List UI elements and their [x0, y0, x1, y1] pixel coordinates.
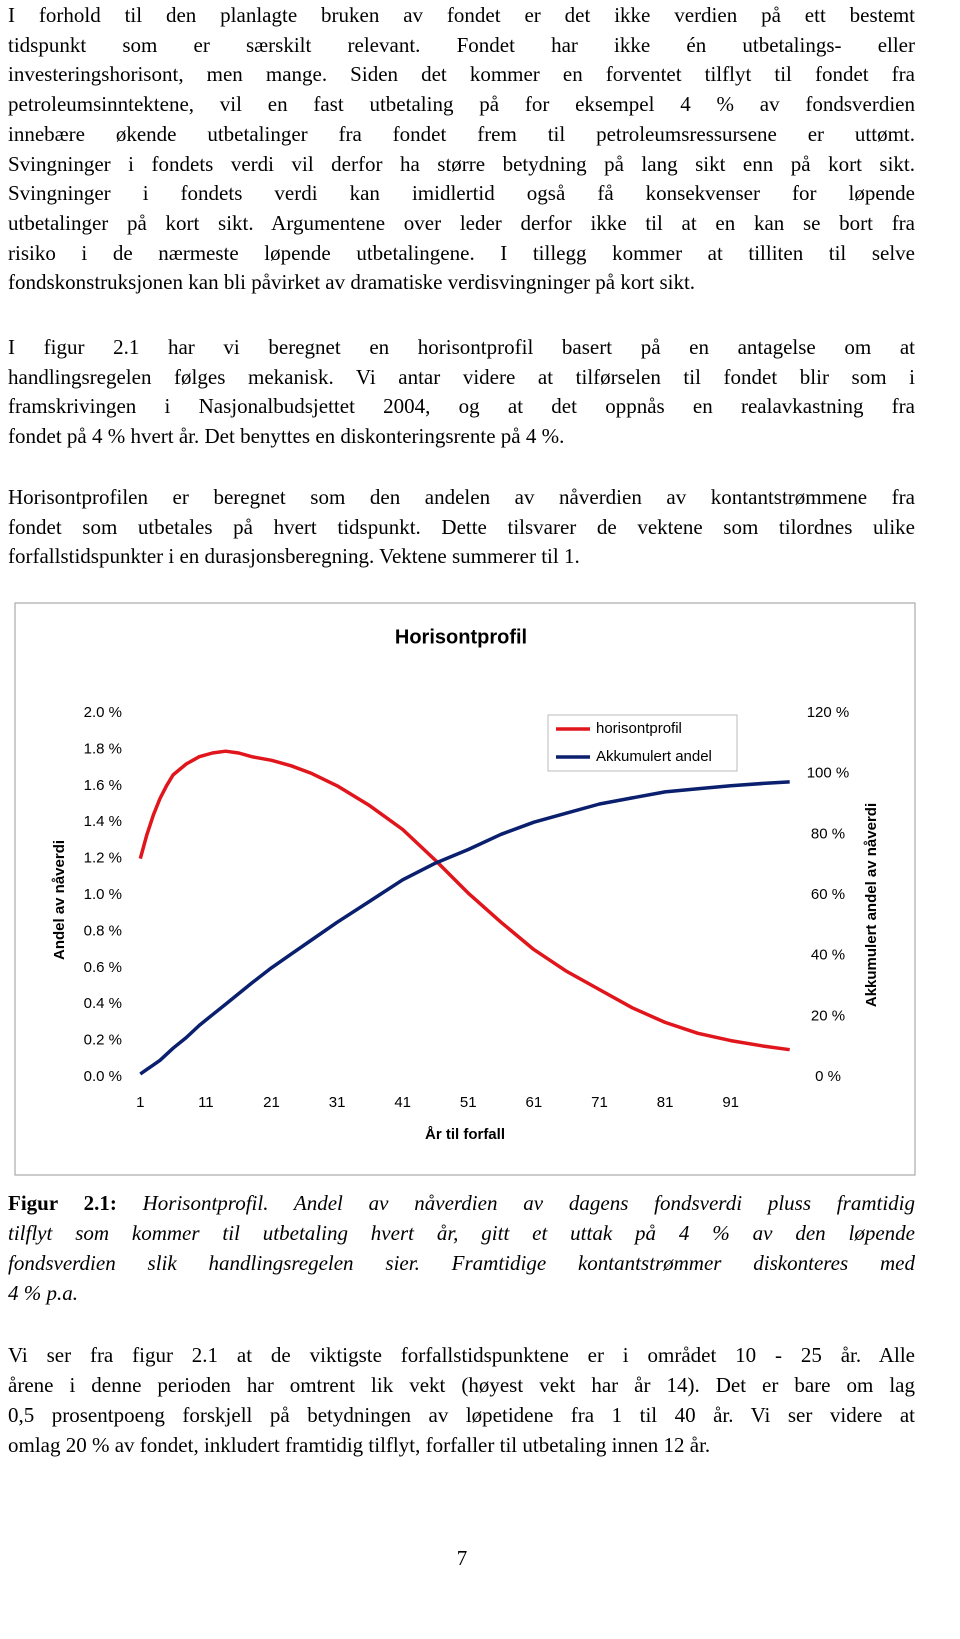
text-line: framskrivingen i Nasjonalbudsjettet 2004… — [8, 394, 915, 419]
y-tick-label: 1.2 % — [84, 850, 122, 867]
text-line: utbetalinger på kort sikt. Argumentene o… — [8, 210, 915, 235]
y2-axis-title: Akkumulert andel av nåverdi — [863, 803, 880, 1007]
x-tick-label: 41 — [394, 1094, 411, 1111]
y-tick-label: 0.4 % — [84, 995, 122, 1012]
text-line: fondskonstruksjonen kan bli påvirket av … — [8, 270, 696, 295]
y-tick-label: 0.6 % — [84, 959, 122, 976]
y2-tick-label: 100 % — [807, 765, 850, 782]
y2-tick-label: 20 % — [811, 1007, 845, 1024]
caption-line: 4 % p.a. — [8, 1279, 915, 1307]
series-line — [138, 749, 790, 1052]
x-tick-label: 1 — [136, 1094, 144, 1111]
y-tick-label: 1.4 % — [84, 813, 122, 830]
legend-box — [547, 714, 738, 772]
text-line: Horisontprofilen er beregnet som den and… — [8, 485, 915, 509]
y-tick-label: 2.0 % — [84, 704, 122, 721]
x-tick-label: 71 — [591, 1094, 608, 1111]
x-tick-label: 31 — [329, 1094, 346, 1111]
y-tick-label: 1.6 % — [84, 777, 122, 794]
caption-label: Figur 2.1: — [8, 1191, 117, 1215]
chart-title: Horisontprofil — [395, 626, 527, 648]
text-line: fondet som utbetales på hvert tidspunkt.… — [8, 514, 915, 539]
y2-tick-label: 40 % — [811, 947, 845, 964]
y-axis-title: Andel av nåverdi — [51, 840, 68, 960]
x-tick-label: 11 — [198, 1094, 214, 1111]
x-axis-title: År til forfall — [425, 1126, 505, 1143]
x-tick-label: 61 — [526, 1094, 543, 1111]
y2-tick-label: 0 % — [815, 1068, 841, 1085]
page-number: 7 — [456, 1546, 468, 1570]
y-tick-label: 1.8 % — [84, 740, 122, 757]
caption-text: 4 % p.a. — [8, 1281, 78, 1305]
text-line: I figur 2.1 har vi beregnet en horisontp… — [8, 335, 915, 359]
text-line: omlag 20 % av fondet, inkludert framtidi… — [8, 1433, 711, 1457]
text-line: årene i denne perioden har omtrent lik v… — [8, 1373, 915, 1397]
y2-tick-label: 60 % — [811, 886, 845, 903]
caption-line: fondsverdien slik handlingsregelen sier.… — [8, 1249, 915, 1277]
x-tick-label: 21 — [263, 1094, 280, 1111]
caption-line: tilflyt som kommer til utbetaling hvert … — [8, 1219, 915, 1247]
text-line: forfallstidspunkter i en durasjonsberegn… — [8, 544, 580, 569]
text-line: Vi ser fra figur 2.1 at de viktigste for… — [8, 1343, 915, 1367]
series-line — [139, 780, 790, 1076]
text-line: 0,5 prosentpoeng forskjell på betydninge… — [8, 1403, 915, 1427]
y2-tick-label: 80 % — [811, 825, 845, 842]
caption-text: Horisontprofil. Andel av nåverdien av da… — [116, 1191, 915, 1215]
text-line: Svingninger i fondets verdi vil derfor h… — [8, 151, 915, 176]
text-line: risiko i de nærmeste løpende utbetalinge… — [8, 240, 915, 265]
x-tick-label: 81 — [657, 1094, 674, 1111]
text-line: investeringshorisont, men mange. Siden d… — [8, 62, 915, 87]
y-tick-label: 0.2 % — [84, 1032, 122, 1049]
x-tick-label: 91 — [722, 1094, 739, 1111]
caption-text: fondsverdien slik handlingsregelen sier.… — [8, 1251, 915, 1275]
text-line: I forhold til den planlagte bruken av fo… — [8, 3, 915, 27]
caption-line: Figur 2.1: Horisontprofil. Andel av nåve… — [8, 1189, 915, 1217]
x-tick-label: 51 — [460, 1094, 477, 1111]
caption-text: tilflyt som kommer til utbetaling hvert … — [8, 1221, 915, 1245]
y2-tick-label: 120 % — [807, 704, 850, 721]
chart-frame — [14, 602, 916, 1176]
y-tick-label: 0.8 % — [84, 922, 122, 939]
text-line: innebære økende utbetalinger fra fondet … — [8, 121, 915, 146]
y-tick-label: 0.0 % — [84, 1068, 122, 1085]
y-tick-label: 1.0 % — [84, 886, 122, 903]
text-line: handlingsregelen følges mekanisk. Vi ant… — [8, 364, 915, 389]
text-line: tidspunkt som er særskilt relevant. Fond… — [8, 32, 915, 57]
text-line: petroleumsinntektene, vil en fast utbeta… — [8, 92, 915, 117]
legend-label: Akkumulert andel — [596, 748, 712, 765]
legend-label: horisontprofil — [596, 720, 682, 737]
text-line: fondet på 4 % hvert år. Det benyttes en … — [8, 424, 565, 449]
text-line: Svingninger i fondets verdi kan imidlert… — [8, 181, 915, 206]
